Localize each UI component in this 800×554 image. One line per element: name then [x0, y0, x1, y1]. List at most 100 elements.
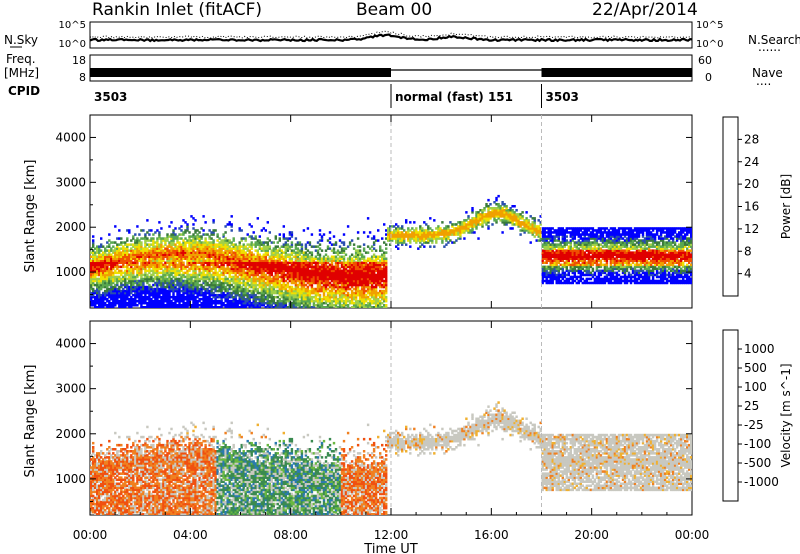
power-cell — [166, 235, 169, 238]
power-cell — [202, 275, 205, 279]
power-cell — [543, 241, 546, 244]
power-cell — [356, 261, 360, 265]
power-cell — [268, 259, 272, 263]
power-cell — [180, 265, 183, 269]
power-cell — [162, 259, 165, 263]
power-cell — [268, 263, 272, 267]
power-cell — [469, 229, 472, 232]
power-cell — [174, 279, 177, 283]
power-cell — [218, 275, 221, 279]
power-cell — [284, 245, 288, 248]
power-cell — [132, 267, 135, 271]
power-cell — [96, 291, 99, 295]
power-cell — [210, 251, 213, 254]
power-cell — [232, 263, 235, 267]
power-cell — [224, 271, 227, 275]
power-cell — [146, 279, 149, 283]
power-cell — [190, 239, 193, 242]
power-cell — [266, 243, 270, 246]
power-cell — [445, 243, 448, 246]
power-cell — [150, 277, 153, 281]
power-cell — [132, 249, 135, 252]
power-cell — [509, 211, 512, 214]
power-cell — [102, 297, 105, 301]
power-cell — [208, 267, 211, 271]
power-cell — [172, 293, 175, 297]
power-cell — [164, 265, 167, 269]
power-cell — [377, 257, 380, 261]
power-cell — [110, 241, 113, 244]
power-cell — [190, 243, 193, 246]
power-cell — [459, 237, 462, 240]
power-cell — [240, 269, 243, 273]
power-cell — [108, 255, 111, 259]
power-cell — [266, 283, 270, 287]
power-cell — [100, 273, 103, 277]
power-cell — [268, 295, 272, 299]
freq-band-1 — [541, 68, 692, 77]
power-cell — [98, 304, 101, 307]
power-cell — [152, 287, 155, 291]
power-cell — [208, 265, 211, 269]
power-cell — [360, 285, 364, 289]
power-cell — [278, 259, 282, 263]
power-cell — [244, 287, 247, 291]
power-cell — [134, 251, 137, 254]
power-cell — [328, 267, 332, 271]
power-cell — [212, 243, 215, 246]
power-cell — [208, 229, 211, 232]
power-cell — [272, 241, 276, 244]
power-cell — [389, 233, 392, 236]
power-cell — [266, 281, 270, 285]
power-cell — [158, 245, 161, 248]
power-cell — [176, 269, 179, 273]
power-cell — [443, 245, 446, 248]
power-cell — [427, 241, 430, 244]
power-cell — [148, 251, 151, 254]
power-cell — [212, 265, 215, 269]
power-cell — [226, 304, 229, 307]
power-cell — [170, 235, 173, 238]
power-cell — [166, 291, 169, 295]
power-cell — [238, 227, 241, 230]
power-cell — [210, 275, 213, 279]
power-cell — [168, 265, 171, 269]
power-cell — [318, 267, 322, 271]
power-cell — [509, 227, 512, 230]
power-cell — [366, 285, 370, 289]
power-cell — [194, 273, 197, 277]
power-cell — [196, 265, 199, 269]
power-cell — [298, 304, 302, 307]
power-cell — [521, 229, 524, 232]
power-cell — [487, 213, 490, 216]
power-cell — [116, 245, 119, 248]
power-cell — [132, 285, 135, 289]
power-cell — [132, 255, 135, 259]
power-cell — [142, 253, 145, 257]
power-cell — [104, 271, 107, 275]
power-cell — [290, 263, 294, 267]
power-cell — [272, 285, 276, 289]
power-cell — [479, 215, 482, 218]
power-cell — [248, 289, 251, 293]
power-cell — [348, 277, 352, 281]
power-cell — [539, 235, 542, 238]
power-cell — [354, 291, 358, 295]
power-cell — [515, 215, 518, 218]
power-cell — [164, 249, 167, 252]
power-cell — [116, 287, 119, 291]
power-cell — [134, 277, 137, 281]
power-cell — [138, 243, 141, 246]
power-cell — [122, 293, 125, 297]
power-cell — [360, 291, 364, 295]
power-cell — [246, 263, 249, 267]
power-cell — [240, 239, 243, 242]
power-cell — [194, 235, 197, 238]
power-cell — [234, 271, 237, 275]
power-cell — [234, 295, 237, 299]
power-cell — [334, 275, 338, 279]
freq-traces — [90, 68, 692, 77]
power-cell — [501, 207, 504, 210]
power-cell — [431, 231, 434, 234]
power-cell — [186, 293, 189, 297]
